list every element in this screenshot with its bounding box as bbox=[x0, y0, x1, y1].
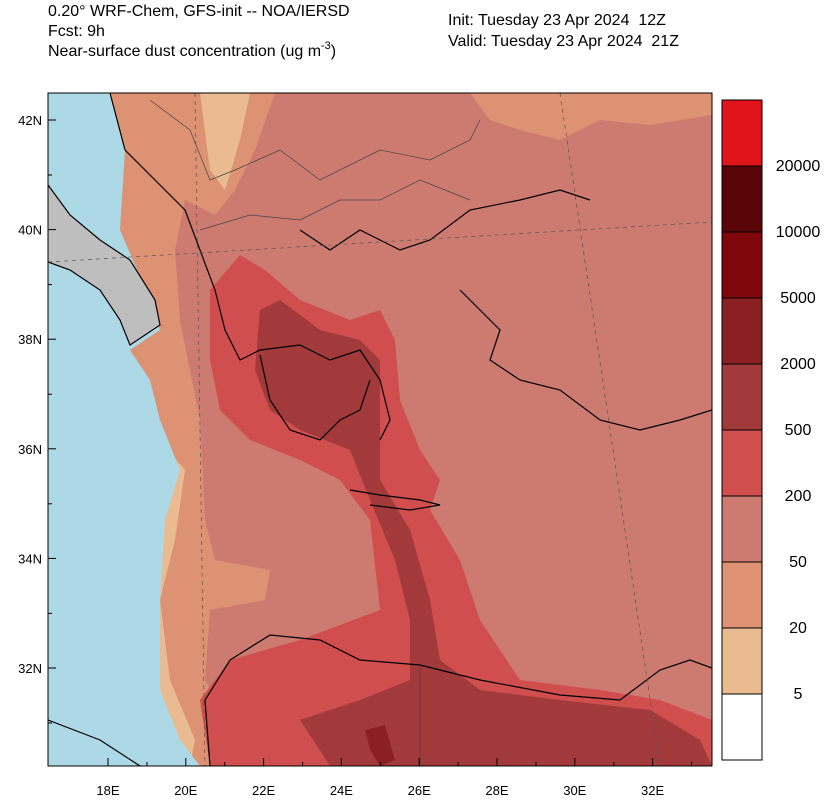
axes: 42N 40N 38N 36N 34N 32N 18E 20E 22E 24E 26E 28E 30E 3… bbox=[18, 113, 693, 798]
lat-label: 36N bbox=[18, 442, 42, 457]
field-name: Near-surface dust concentration (ug m bbox=[48, 43, 321, 60]
lon-label: 24E bbox=[330, 783, 353, 798]
coastlines bbox=[48, 93, 712, 766]
model-title: 0.20° WRF-Chem, GFS-init -- NOA/IERSD bbox=[48, 3, 350, 20]
dust-band-light-ne bbox=[470, 93, 712, 140]
borders bbox=[149, 99, 481, 766]
lon-label: 26E bbox=[408, 783, 431, 798]
dust-band-pale-n bbox=[200, 93, 250, 190]
lon-label: 18E bbox=[96, 783, 119, 798]
colorbar-box bbox=[721, 693, 763, 761]
colorbar-label: 10000 bbox=[776, 224, 821, 241]
colorbar-box bbox=[721, 99, 763, 167]
lon-label: 30E bbox=[563, 783, 586, 798]
italy-land bbox=[48, 185, 160, 345]
lat-label: 32N bbox=[18, 661, 42, 676]
lat-label: 42N bbox=[18, 113, 42, 128]
colorbar-box bbox=[721, 627, 763, 695]
colorbar-label: 2000 bbox=[780, 356, 816, 373]
colorbar-box bbox=[721, 363, 763, 431]
colorbar-label: 500 bbox=[785, 422, 812, 439]
colorbar-label: 20 bbox=[789, 620, 807, 637]
colorbar-box bbox=[721, 165, 763, 233]
colorbar-box bbox=[721, 561, 763, 629]
colorbar: 20000 10000 5000 2000 500 200 50 20 5 bbox=[721, 99, 821, 761]
dust-plume-core bbox=[255, 300, 712, 766]
colorbar-box bbox=[721, 297, 763, 365]
field-close: ) bbox=[331, 43, 336, 60]
colorbar-box bbox=[721, 495, 763, 563]
colorbar-label: 5 bbox=[794, 686, 803, 703]
graticule bbox=[48, 93, 712, 766]
lon-label: 32E bbox=[641, 783, 664, 798]
lon-label: 28E bbox=[485, 783, 508, 798]
lat-label: 38N bbox=[18, 332, 42, 347]
colorbar-box bbox=[721, 231, 763, 299]
lon-label: 20E bbox=[174, 783, 197, 798]
valid-time: Valid: Tuesday 23 Apr 2024 21Z bbox=[448, 33, 679, 50]
lat-label: 40N bbox=[18, 223, 42, 238]
colorbar-box bbox=[721, 429, 763, 497]
colorbar-label: 20000 bbox=[776, 158, 821, 175]
dust-plume-max bbox=[365, 725, 395, 766]
forecast-hour: Fcst: 9h bbox=[48, 23, 105, 40]
colorbar-label: 200 bbox=[785, 488, 812, 505]
field-exponent: -3 bbox=[321, 40, 331, 52]
init-time: Init: Tuesday 23 Apr 2024 12Z bbox=[448, 12, 666, 29]
lon-label: 22E bbox=[252, 783, 275, 798]
colorbar-label: 5000 bbox=[780, 290, 816, 307]
field-title: Near-surface dust concentration (ug m-3) bbox=[48, 40, 336, 60]
colorbar-label: 50 bbox=[789, 554, 807, 571]
map bbox=[48, 93, 712, 766]
lat-label: 34N bbox=[18, 551, 42, 566]
